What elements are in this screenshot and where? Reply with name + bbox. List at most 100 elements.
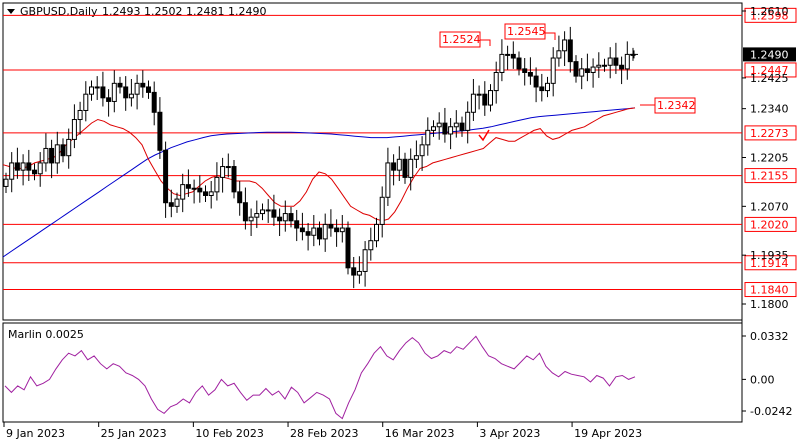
bull-candle-body — [448, 126, 454, 135]
bull-candle-body — [83, 93, 89, 111]
time-axis: 9 Jan 2023 25 Jan 2023 10 Feb 2023 28 Feb 2… — [3, 422, 642, 440]
candle — [482, 81, 488, 116]
candle — [362, 241, 368, 287]
bear-candle-body — [328, 223, 334, 229]
candle — [391, 154, 397, 186]
candle — [151, 81, 157, 126]
bear-candle-body — [123, 86, 129, 99]
candle — [174, 192, 180, 213]
candle — [214, 162, 220, 201]
bull-candle-body — [94, 86, 100, 89]
bull-candle-body — [43, 147, 49, 164]
price-level-label: 1.2598 — [750, 9, 789, 22]
bear-candle-body — [299, 227, 305, 233]
candle — [431, 120, 436, 137]
bull-candle-body — [579, 68, 585, 77]
price-level-tag — [744, 282, 797, 298]
bull-candle-body — [191, 187, 197, 190]
bull-candle-body — [214, 176, 220, 193]
candle — [619, 56, 625, 85]
bear-candle-body — [613, 57, 619, 66]
bear-candle-body — [14, 162, 20, 171]
bear-candle-body — [459, 122, 465, 131]
candle — [607, 47, 613, 79]
candle — [254, 200, 260, 229]
indicator-plot — [4, 335, 636, 420]
candle — [567, 26, 573, 73]
indicator-axis: 0.0332 0.00 -0.0242 — [742, 330, 792, 418]
bear-candle-body — [271, 209, 277, 218]
candle — [288, 207, 294, 228]
bear-candle-body — [157, 111, 163, 151]
candle — [128, 79, 134, 107]
bull-candle-body — [66, 138, 72, 157]
bull-candle-body — [311, 227, 317, 236]
candle — [550, 47, 556, 97]
bull-candle-body — [260, 209, 265, 215]
candle — [163, 141, 169, 218]
bear-candle-body — [533, 75, 539, 88]
bear-candle-body — [482, 93, 488, 106]
candle — [66, 128, 72, 169]
candle — [49, 139, 55, 179]
price-level-label: 1.2020 — [750, 218, 789, 231]
bull-candle-body — [254, 213, 260, 218]
bear-candle-body — [527, 71, 533, 77]
candle — [562, 31, 568, 66]
bull-candle-body — [71, 119, 77, 140]
candle — [385, 147, 391, 206]
bear-candle-body — [140, 82, 146, 88]
current-price-label: 1.2490 — [750, 48, 789, 61]
price-annotations: 1.2524 1.2545 1.2342 — [439, 23, 696, 142]
candle — [539, 73, 545, 102]
candle — [345, 221, 351, 275]
bull-candle-body — [607, 57, 613, 66]
candle — [294, 209, 300, 242]
candle — [334, 219, 340, 247]
candle — [237, 181, 243, 216]
bull-candle-body — [208, 191, 214, 196]
bull-candle-body — [180, 184, 186, 200]
bear-candle-body — [584, 68, 590, 73]
bear-candle-body — [163, 149, 169, 204]
annotation-connector — [545, 32, 556, 40]
collapse-triangle-icon[interactable] — [7, 9, 15, 14]
candle — [282, 200, 288, 232]
bull-candle-body — [20, 162, 26, 171]
price-level-label: 1.2447 — [750, 64, 789, 77]
price-tick-label: 1.2205 — [750, 152, 789, 165]
candle — [265, 199, 271, 223]
bull-candle-body — [322, 223, 328, 240]
candle — [533, 67, 539, 103]
candle — [545, 76, 550, 98]
bear-candle-body — [231, 166, 237, 193]
bear-candle-body — [305, 231, 311, 236]
bear-candle-body — [197, 187, 203, 193]
candle — [146, 80, 151, 99]
candle — [459, 116, 465, 137]
candle — [248, 208, 254, 236]
bull-candle-body — [89, 86, 94, 95]
price-level-tag — [744, 7, 797, 23]
candle — [351, 256, 357, 289]
price-tick-label: 1.2425 — [750, 72, 789, 85]
annotation-connector — [480, 39, 491, 46]
bear-candle-body — [402, 158, 408, 178]
candle — [157, 97, 163, 159]
price-levels: 1.2598 1.2447 1.2273 1.2155 1.2020 1.1914 1.18… — [3, 7, 797, 298]
candle — [32, 163, 37, 181]
bear-candle-body — [516, 57, 522, 70]
bull-candle-body — [374, 223, 379, 242]
candle — [379, 186, 385, 238]
bull-candle-body — [550, 57, 556, 84]
price-tick-label: 1.2340 — [750, 103, 789, 116]
candle — [168, 189, 174, 218]
price-level-tag — [744, 216, 797, 232]
candle — [305, 222, 311, 251]
bear-candle-body — [317, 227, 322, 240]
candle — [26, 149, 32, 182]
bull-candle-body — [602, 64, 607, 67]
bull-candle-body — [225, 166, 231, 169]
bull-candle-body — [476, 93, 482, 96]
ohlc-readout: 1.2493 1.2502 1.2481 1.2490 — [102, 5, 266, 18]
